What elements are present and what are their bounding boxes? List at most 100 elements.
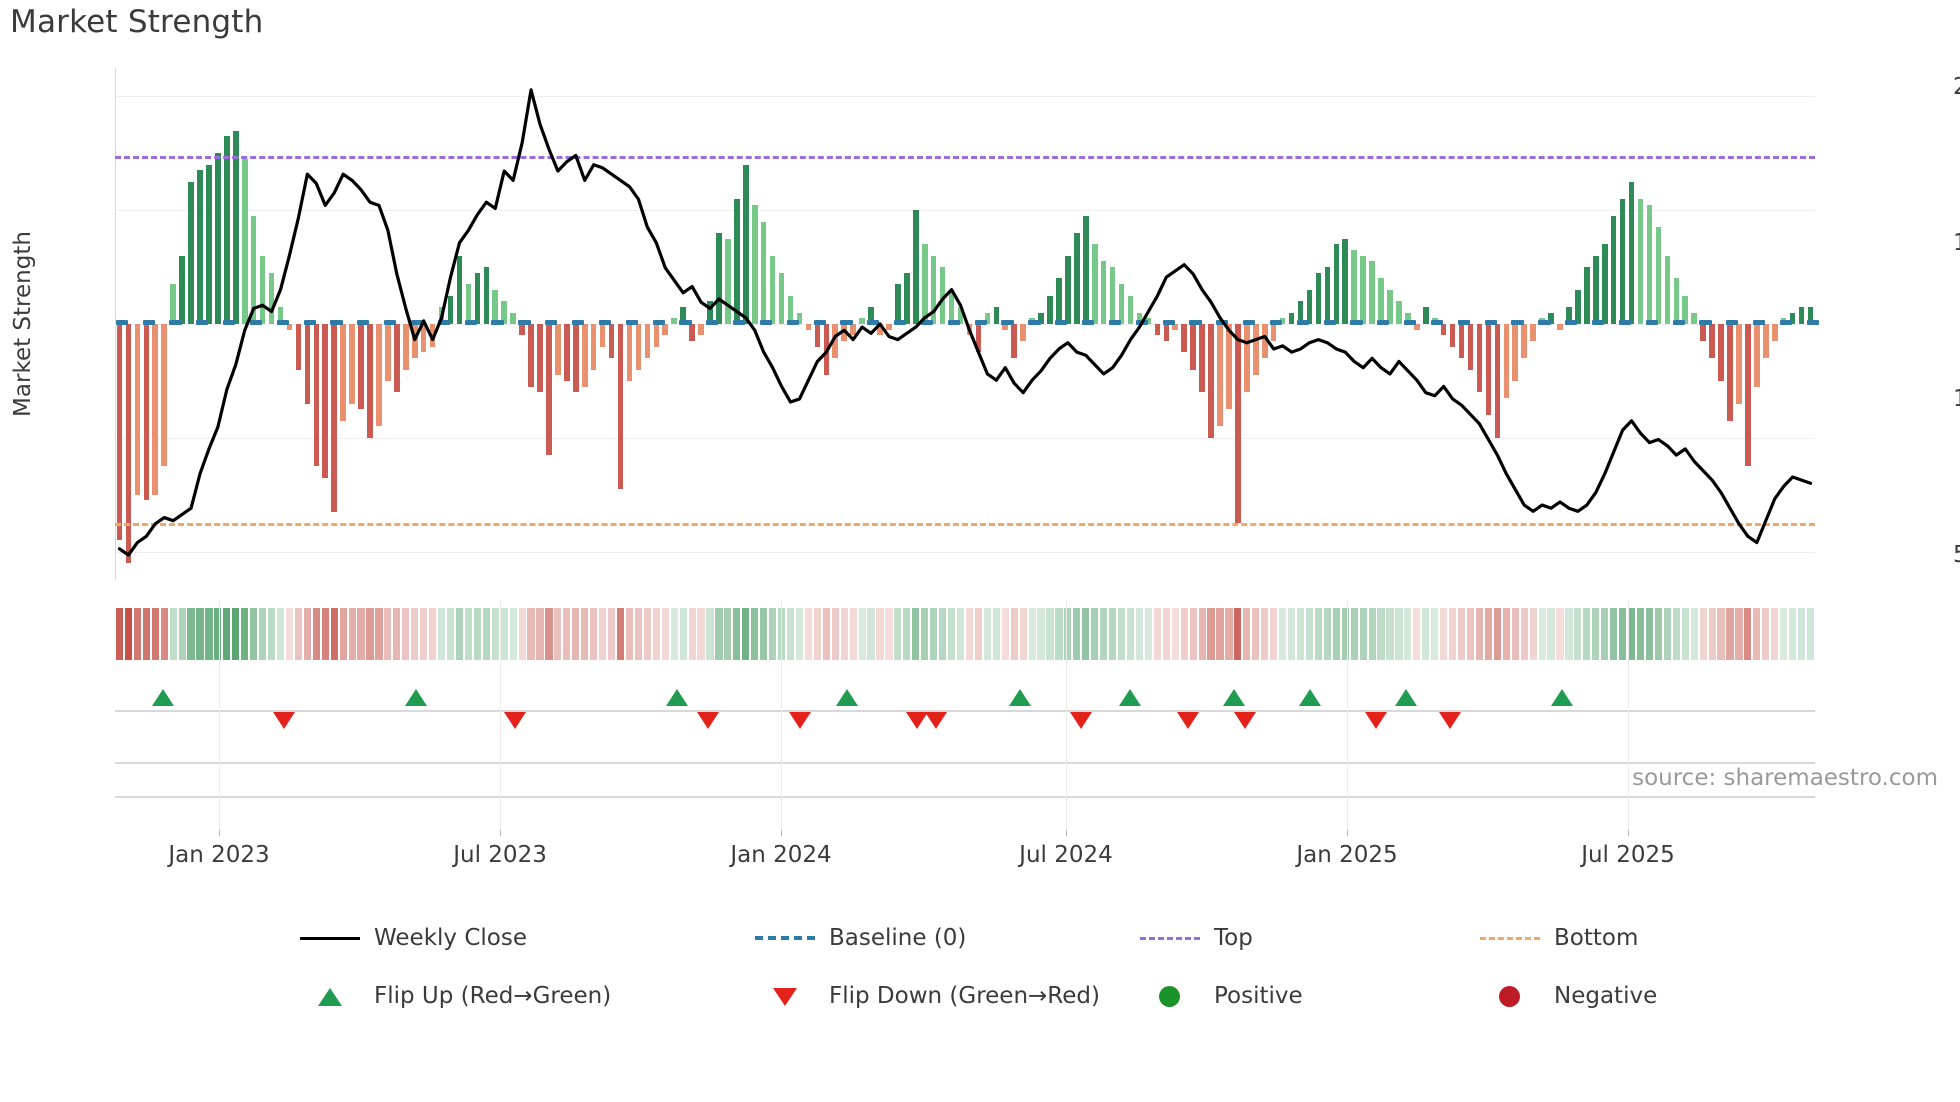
baseline-dash [384,320,397,325]
bar [993,306,1000,324]
legend-item-weekly-close[interactable]: Weekly Close [300,925,527,951]
baseline-dash [759,320,773,325]
heatmap-cell [715,608,723,660]
baseline-dash [1538,320,1551,325]
bar [1261,324,1268,359]
gridline [115,551,1815,553]
baseline-dash [223,320,236,325]
bar [814,324,821,347]
heatmap-cell [706,608,714,660]
heatmap-cell [1413,608,1421,660]
bar [1047,295,1053,324]
baseline-dash [733,320,746,325]
heatmap-cell [276,608,285,660]
baseline-dash [598,320,612,325]
heatmap-cell [608,608,616,660]
legend-item-positive[interactable]: Positive [1140,983,1303,1009]
heatmap-cell [142,608,150,660]
green-dot-icon-swatch [1140,986,1200,1007]
flip-down-marker [1176,712,1199,729]
bar [224,136,230,324]
heatmap-cell [527,608,535,660]
baseline-dash [196,320,209,325]
bar [1235,324,1241,524]
baseline-dash [679,320,692,325]
flip-down-marker [697,712,720,729]
bar [1798,306,1805,324]
heatmap-cell [1091,608,1099,660]
bar [769,255,776,324]
heatmap-cell [178,608,186,660]
heatmap-cell [1502,608,1510,660]
heatmap-cell [1296,608,1305,660]
heatmap-cell [1762,608,1770,660]
bar [859,318,865,324]
bar [1109,267,1116,324]
legend-item-baseline[interactable]: Baseline (0) [755,925,966,951]
heatmap-cell [1592,608,1600,660]
heatmap-cell [1162,608,1170,660]
bar [1020,324,1026,342]
heatmap-cell [822,608,830,660]
heatmap-cell [1475,608,1484,660]
heatmap-cell [831,608,839,660]
x-axis: Jan 2023 Jul 2023 Jan 2024 Jul 2024 Jan 2025… [115,826,1815,886]
top-dash-swatch-icon-swatch [1140,928,1200,948]
legend-item-flip-up[interactable]: Flip Up (Red→Green) [300,983,611,1009]
legend-item-flip-down[interactable]: Flip Down (Green→Red) [755,983,1100,1009]
x-tick-mark [1346,826,1348,836]
baseline-dash [115,320,128,325]
heatmap-cell [742,608,750,660]
y2-tick-label: 5.00 [1953,542,1960,568]
baseline-dash [1484,320,1497,325]
bar [1190,324,1196,370]
weekly-close-swatch-icon [300,937,360,940]
legend-item-top[interactable]: Top [1140,925,1253,951]
heatmap-cell [259,608,267,660]
heatmap-cell [733,608,741,660]
legend-item-bottom[interactable]: Bottom [1480,925,1638,951]
heatmap-cell [1073,608,1081,660]
bar [1208,324,1214,438]
heatmap-cell [536,608,544,660]
heatmap-cell [438,608,446,660]
flip-up-marker [405,689,428,706]
x-tick-label: Jul 2023 [453,842,547,868]
heatmap-cell [616,608,625,660]
heatmap-cell [151,608,159,660]
heatmap-cell [509,608,517,660]
heatmap-cell [751,608,759,660]
bar [1610,215,1617,324]
heatmap-cell [679,608,687,660]
heatmap-cell [1279,608,1287,660]
heatmap-cell [1565,608,1573,660]
baseline-dash [249,320,263,325]
bar [1763,324,1769,359]
bar [376,324,382,427]
source-attribution: source: sharemaestro.com [1632,765,1938,791]
bar [734,198,740,324]
heatmap-cell [1198,608,1206,660]
top-dash-swatch-icon [1140,937,1200,940]
bar [1449,324,1456,347]
bar [787,295,794,324]
bar [268,272,275,324]
heatmap-cell [1332,608,1340,660]
heatmap-cell [965,608,974,660]
baseline-dash [1001,320,1014,325]
bar [1011,324,1017,359]
heatmap-cell [241,608,249,660]
bar [1333,244,1340,324]
bar [1557,324,1563,330]
baseline-dash [1323,320,1336,325]
bar [1727,324,1733,421]
bar [1512,324,1519,381]
legend-item-negative[interactable]: Negative [1480,983,1657,1009]
heatmap-cell [500,608,508,660]
baseline-dash [330,320,343,325]
x-tick-label: Jan 2024 [730,842,832,868]
baseline-dash [1430,320,1444,325]
heatmap-cell [1252,608,1260,660]
baseline-dash [974,320,987,325]
baseline-dash [1645,320,1658,325]
